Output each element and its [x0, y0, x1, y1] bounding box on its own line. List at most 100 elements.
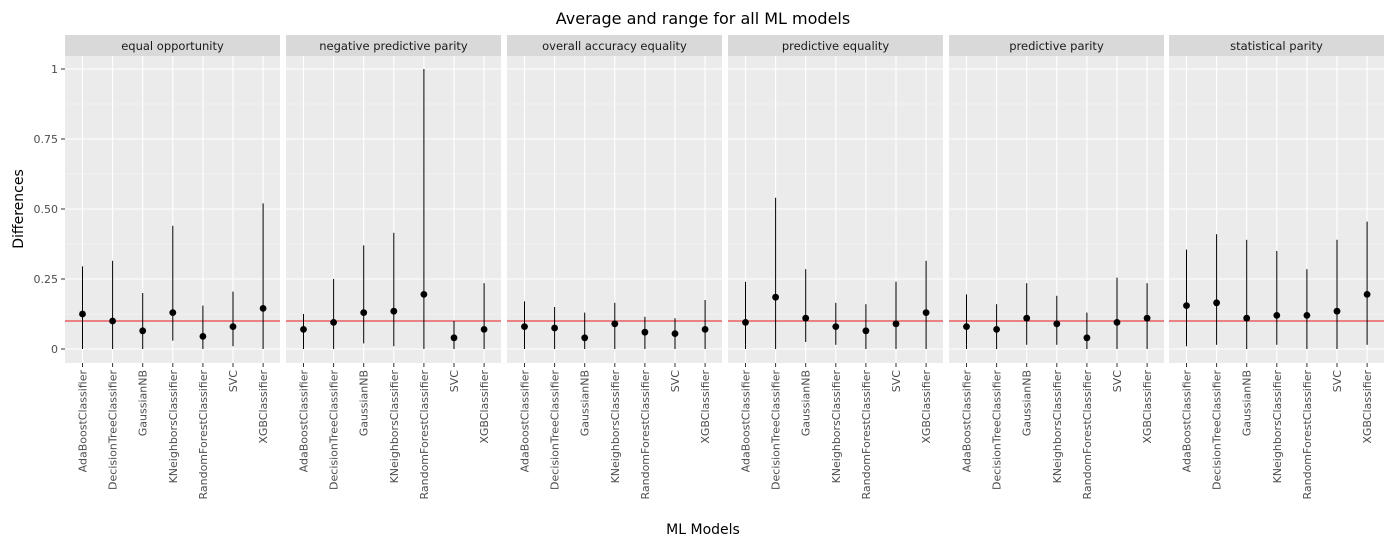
mean-point — [922, 309, 930, 316]
mean-point — [963, 323, 970, 330]
facet-panel: overall accuracy equality AdaBoostClassif… — [507, 35, 722, 500]
mean-point — [892, 320, 900, 328]
x-tick-label: RandomForestClassifier — [860, 370, 873, 500]
mean-point — [671, 330, 679, 337]
mean-point — [772, 293, 779, 301]
mean-point — [1143, 314, 1151, 322]
x-tick-label: GaussianNB — [1241, 370, 1254, 436]
x-tick-label: XGBClassifier — [1141, 370, 1154, 444]
x-tick-label: SVC — [227, 370, 240, 393]
mean-point — [802, 314, 810, 322]
x-tick-label: XGBClassifier — [257, 370, 270, 444]
x-tick-label: AdaBoostClassifier — [961, 370, 974, 473]
x-tick-label: AdaBoostClassifier — [77, 370, 90, 473]
chart-title: Average and range for all ML models — [556, 9, 850, 28]
x-tick-label: KNeighborsClassifier — [167, 370, 180, 484]
x-tick-label: KNeighborsClassifier — [1051, 370, 1064, 484]
x-tick-label: XGBClassifier — [1361, 370, 1374, 444]
mean-point — [79, 310, 86, 318]
x-tick-label: SVC — [1111, 370, 1124, 393]
y-tick-label: 0 — [51, 343, 58, 356]
mean-point — [139, 327, 147, 335]
mean-point — [1333, 307, 1341, 315]
mean-point — [480, 326, 488, 333]
facet-panel: predictive equality AdaBoostClassifier Dec… — [728, 35, 943, 500]
x-tick-label: KNeighborsClassifier — [609, 370, 622, 484]
mean-point — [1273, 312, 1281, 319]
facet-panel: statistical parity AdaBoostClassifier Deci… — [1169, 35, 1384, 500]
mean-point — [701, 326, 709, 333]
x-tick-label: AdaBoostClassifier — [519, 370, 532, 473]
x-tick-label: AdaBoostClassifier — [740, 370, 753, 473]
facet-strip-label: overall accuracy equality — [542, 39, 687, 53]
mean-point — [1053, 320, 1061, 328]
mean-point — [1303, 312, 1311, 319]
x-tick-label: RandomForestClassifier — [639, 370, 652, 500]
facet-panel: predictive parity AdaBoostClassifier Decis… — [949, 35, 1164, 500]
mean-point — [420, 291, 428, 298]
mean-point — [611, 320, 619, 328]
x-tick-label: SVC — [1331, 370, 1344, 393]
x-tick-label: RandomForestClassifier — [1301, 370, 1314, 500]
y-tick-label: 0.50 — [34, 203, 59, 216]
x-tick-label: RandomForestClassifier — [197, 370, 210, 500]
x-tick-label: DecisionTreeClassifier — [991, 370, 1004, 490]
x-tick-label: XGBClassifier — [699, 370, 712, 444]
facet-panel: equal opportunity AdaBoostClassifier Decis… — [65, 35, 280, 500]
mean-point — [1113, 319, 1121, 326]
mean-point — [521, 323, 528, 330]
x-tick-label: RandomForestClassifier — [418, 370, 431, 500]
x-tick-label: SVC — [890, 370, 903, 393]
x-tick-label: KNeighborsClassifier — [830, 370, 843, 484]
mean-point — [832, 323, 840, 330]
y-tick-label: 0.25 — [34, 273, 59, 286]
x-tick-label: GaussianNB — [358, 370, 371, 436]
mean-point — [1023, 314, 1031, 322]
x-tick-label: DecisionTreeClassifier — [549, 370, 562, 490]
x-tick-label: DecisionTreeClassifier — [770, 370, 783, 490]
x-tick-label: GaussianNB — [1021, 370, 1034, 436]
mean-point — [581, 334, 589, 342]
mean-point — [742, 319, 749, 326]
x-tick-label: XGBClassifier — [478, 370, 491, 444]
mean-point — [229, 323, 237, 330]
x-tick-label: KNeighborsClassifier — [1271, 370, 1284, 484]
x-tick-label: GaussianNB — [800, 370, 813, 436]
mean-point — [993, 326, 1000, 333]
mean-point — [199, 333, 207, 340]
mean-point — [390, 307, 398, 315]
facet-strip — [65, 35, 280, 56]
mean-point — [330, 319, 337, 326]
facet-strip — [728, 35, 943, 56]
facet-strip-label: predictive equality — [782, 39, 890, 53]
x-tick-label: SVC — [448, 370, 461, 393]
mean-point — [450, 334, 458, 342]
x-tick-label: SVC — [669, 370, 682, 393]
facet-panel: negative predictive parity AdaBoostClassi… — [286, 35, 501, 500]
facet-strip — [286, 35, 501, 56]
y-tick-label: 1 — [51, 63, 58, 76]
mean-point — [862, 327, 870, 335]
x-axis-title: ML Models — [666, 522, 740, 538]
mean-point — [169, 309, 177, 316]
facet-strip — [507, 35, 722, 56]
mean-point — [109, 317, 116, 325]
mean-point — [1363, 291, 1371, 298]
facet-strip — [1169, 35, 1384, 56]
x-tick-label: AdaBoostClassifier — [298, 370, 311, 473]
mean-point — [551, 324, 558, 332]
x-tick-label: GaussianNB — [579, 370, 592, 436]
x-tick-label: GaussianNB — [137, 370, 150, 436]
x-tick-label: DecisionTreeClassifier — [328, 370, 341, 490]
y-tick-label: 0.75 — [34, 133, 59, 146]
mean-point — [259, 305, 267, 312]
x-tick-label: AdaBoostClassifier — [1181, 370, 1194, 473]
x-tick-label: DecisionTreeClassifier — [107, 370, 120, 490]
facet-strip-label: statistical parity — [1230, 39, 1323, 53]
x-tick-label: KNeighborsClassifier — [388, 370, 401, 484]
facet-strip-label: negative predictive parity — [319, 39, 468, 53]
x-tick-label: RandomForestClassifier — [1081, 370, 1094, 500]
mean-point — [1083, 334, 1091, 342]
mean-point — [300, 326, 307, 333]
